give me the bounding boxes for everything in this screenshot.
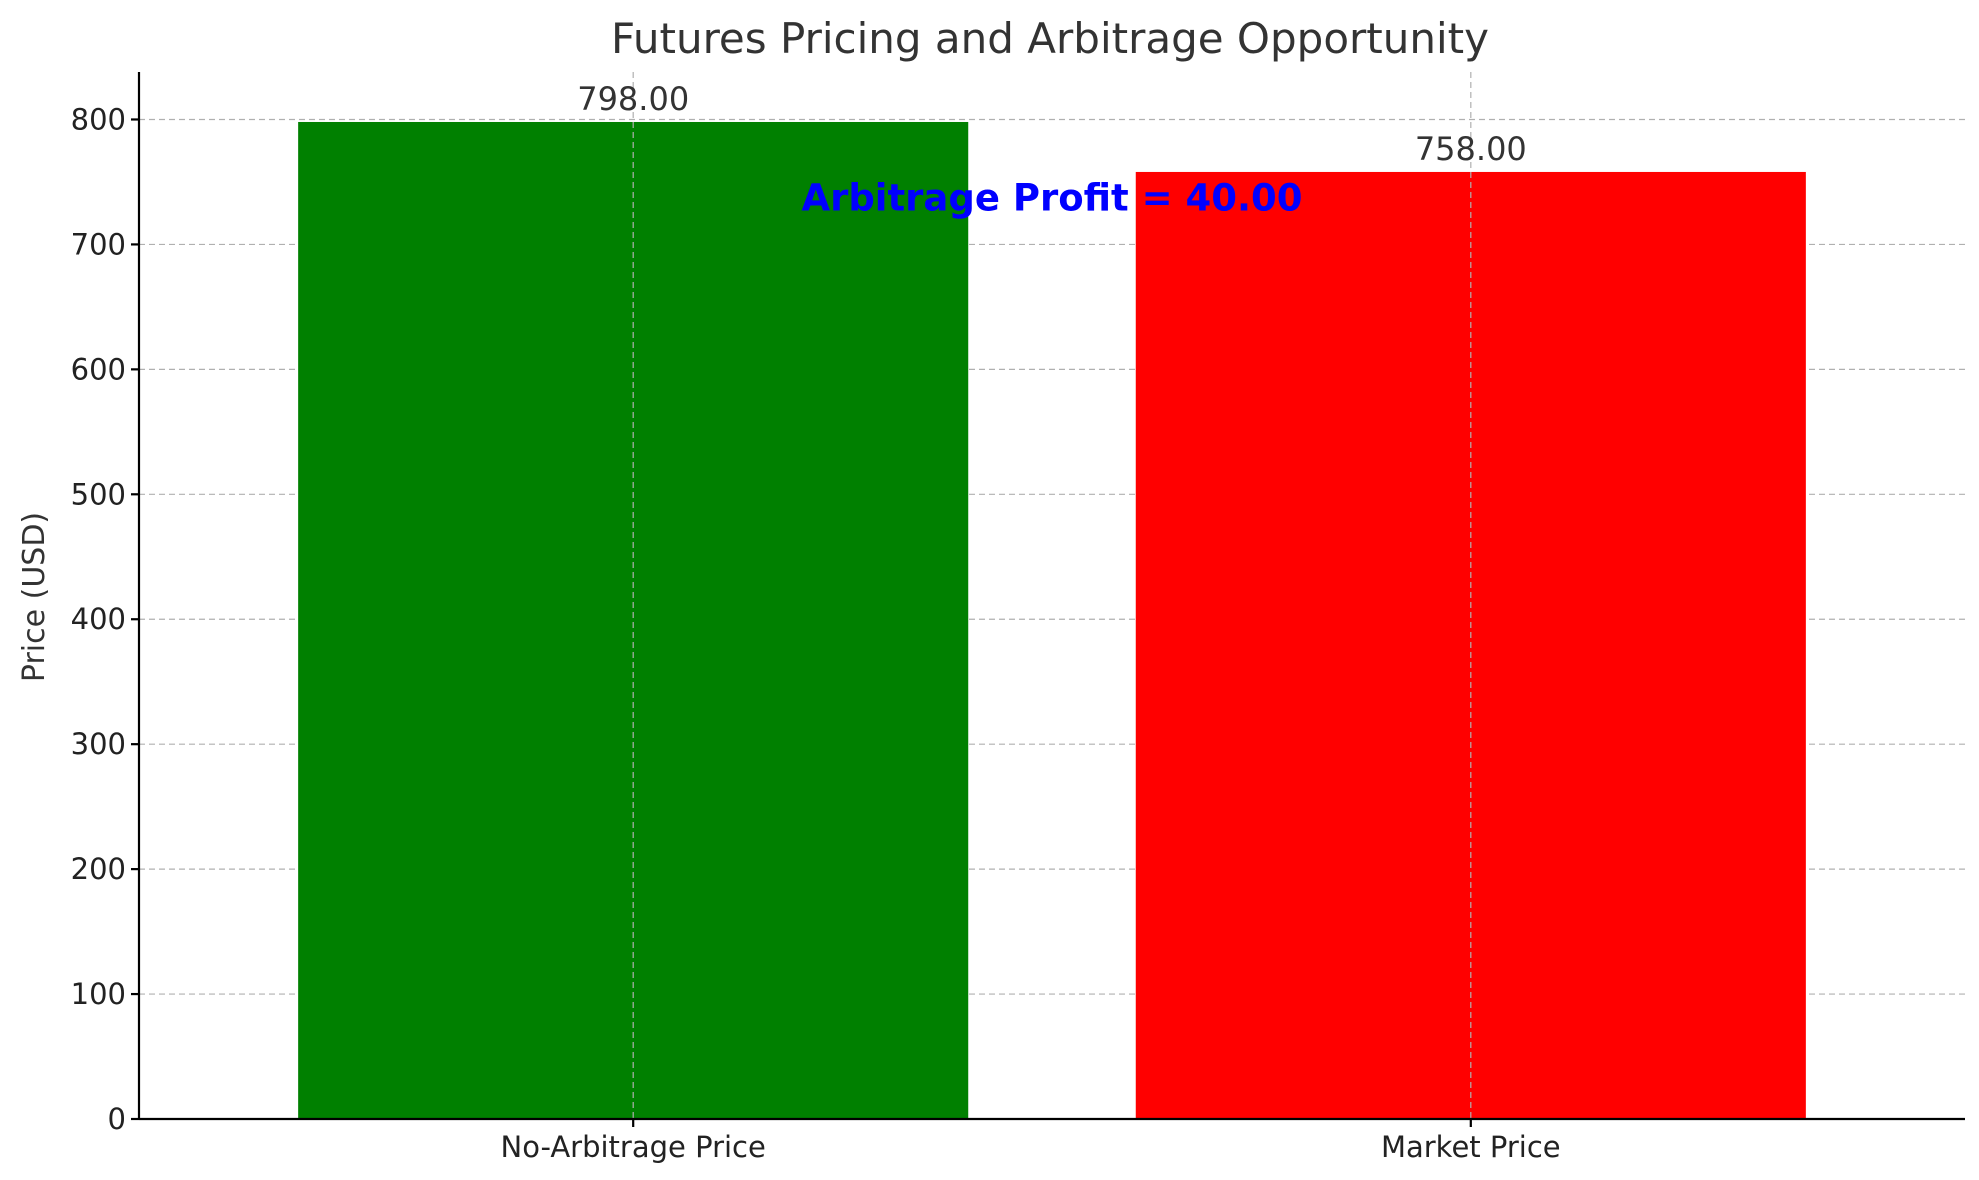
x-tick-label: No-Arbitrage Price (501, 1130, 766, 1164)
bar-value-label: 798.00 (577, 80, 689, 118)
y-tick-label: 600 (71, 352, 126, 386)
y-tick-label: 300 (71, 727, 126, 761)
y-tick-label: 0 (108, 1102, 126, 1136)
chart-title: Futures Pricing and Arbitrage Opportunit… (611, 14, 1489, 63)
bar-value-label: 758.00 (1415, 130, 1527, 168)
y-tick-label: 100 (71, 977, 126, 1011)
x-tick-label: Market Price (1381, 1130, 1561, 1164)
x-gridlines (632, 72, 1472, 1119)
arbitrage-annotation: Arbitrage Profit = 40.00 (801, 177, 1302, 220)
bars (298, 121, 1806, 1119)
y-tick-label: 800 (71, 102, 126, 136)
axes (131, 72, 1965, 1127)
y-tick-label: 700 (71, 227, 126, 261)
y-tick-label: 400 (71, 602, 126, 636)
y-tick-label: 500 (71, 477, 126, 511)
y-tick-label: 200 (71, 852, 126, 886)
y-axis-label: Price (USD) (17, 512, 52, 682)
labels: 0 100 200 300 400 500 600 700 800 798.00 No-Arbitr… (71, 80, 1561, 1164)
bar (298, 121, 969, 1119)
